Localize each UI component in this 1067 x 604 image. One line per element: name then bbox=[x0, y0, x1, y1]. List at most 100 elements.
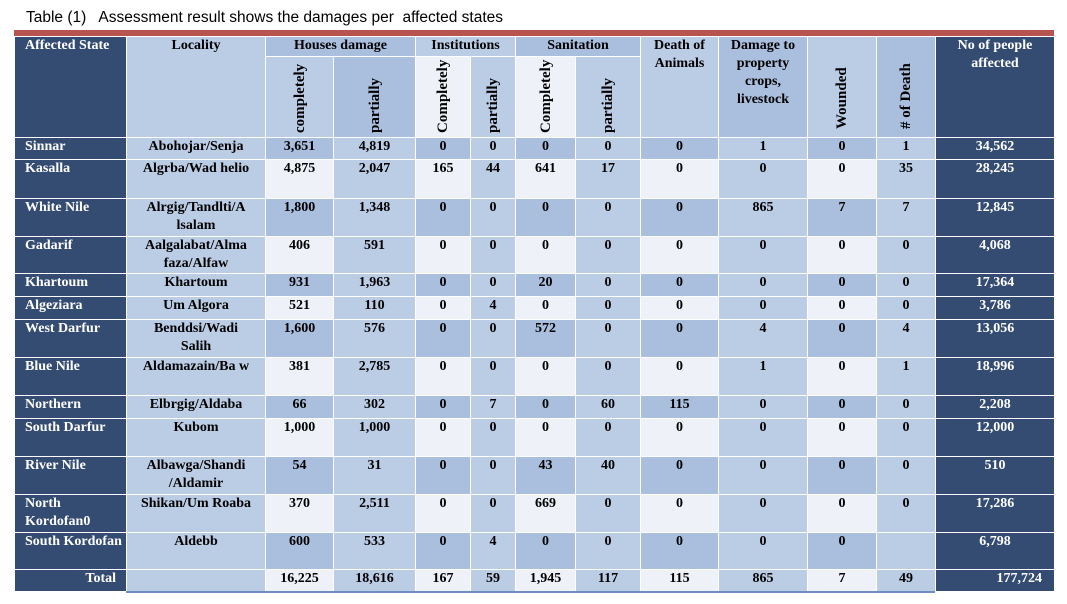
cell-i-part: 0 bbox=[470, 456, 516, 495]
total-i-comp: 167 bbox=[415, 569, 471, 592]
cell-animals: 0 bbox=[640, 159, 719, 199]
cell-animals: 0 bbox=[640, 296, 719, 320]
cell-s-part: 0 bbox=[575, 236, 641, 274]
cell-people-affected: 13,056 bbox=[935, 319, 1055, 358]
cell-property: 0 bbox=[718, 395, 808, 419]
cell-locality: Kubom bbox=[126, 418, 266, 457]
cell-animals: 0 bbox=[640, 137, 719, 160]
cell-i-comp: 165 bbox=[415, 159, 471, 199]
cell-s-comp: 0 bbox=[515, 296, 576, 320]
cell-i-comp: 0 bbox=[415, 319, 471, 358]
cell-death: 0 bbox=[876, 494, 936, 533]
cell-i-comp: 0 bbox=[415, 296, 471, 320]
table-row: Blue Nile Aldamazain/Ba w 381 2,785 0 0 0 0 0 1 0 1… bbox=[14, 357, 1055, 396]
cell-people-affected: 3,786 bbox=[935, 296, 1055, 320]
header-san-partially-text: partially bbox=[600, 78, 616, 133]
header-locality: Locality bbox=[126, 36, 266, 138]
header-sanitation: Sanitation bbox=[515, 36, 641, 57]
cell-people-affected: 18,996 bbox=[935, 357, 1055, 396]
header-num-death: # of Death bbox=[876, 36, 936, 138]
cell-property: 0 bbox=[718, 494, 808, 533]
cell-h-part: 2,785 bbox=[333, 357, 416, 396]
cell-i-part: 0 bbox=[470, 357, 516, 396]
cell-locality: Aldamazain/Ba w bbox=[126, 357, 266, 396]
cell-s-part: 17 bbox=[575, 159, 641, 199]
total-h-comp: 16,225 bbox=[265, 569, 334, 592]
cell-people-affected: 2,208 bbox=[935, 395, 1055, 419]
header-houses-damage: Houses damage bbox=[265, 36, 416, 57]
cell-h-comp: 600 bbox=[265, 532, 334, 570]
total-s-comp: 1,945 bbox=[515, 569, 576, 592]
cell-state: White Nile bbox=[14, 198, 127, 237]
cell-locality-text: Khartoum bbox=[164, 275, 228, 290]
table-row: Northern Elbrgig/Aldaba 66 302 0 7 0 60 115 0 0 0 2,… bbox=[14, 395, 1055, 419]
header-san-partially: partially bbox=[575, 56, 641, 138]
cell-h-part: 576 bbox=[333, 319, 416, 358]
cell-animals: 0 bbox=[640, 418, 719, 457]
table-row: Gadarif Aalgalabat/Alma faza/Alfaw 406 591 0… bbox=[14, 236, 1055, 274]
cell-animals: 0 bbox=[640, 236, 719, 274]
cell-death: 1 bbox=[876, 137, 936, 160]
cell-s-comp: 0 bbox=[515, 357, 576, 396]
cell-i-part: 4 bbox=[470, 296, 516, 320]
cell-s-comp: 641 bbox=[515, 159, 576, 199]
cell-h-comp: 381 bbox=[265, 357, 334, 396]
header-san-completely: Completely bbox=[515, 56, 576, 138]
header-num-death-text: # of Death bbox=[898, 63, 914, 129]
cell-h-comp: 521 bbox=[265, 296, 334, 320]
cell-locality-text: Benddsi/Wadi Salih bbox=[153, 321, 239, 354]
cell-state: Gadarif bbox=[14, 236, 127, 274]
cell-h-part: 4,819 bbox=[333, 137, 416, 160]
cell-state: North Kordofan0 bbox=[14, 494, 127, 533]
cell-animals: 0 bbox=[640, 456, 719, 495]
cell-locality-text: Aldamazain/Ba w bbox=[142, 359, 250, 374]
header-inst-partially-text: partially bbox=[485, 78, 501, 133]
cell-locality: Aldebb bbox=[126, 532, 266, 570]
cell-animals: 0 bbox=[640, 273, 719, 297]
cell-h-part: 533 bbox=[333, 532, 416, 570]
cell-state: South Kordofan bbox=[14, 532, 127, 570]
cell-state: Northern bbox=[14, 395, 127, 419]
cell-state: West Darfur bbox=[14, 319, 127, 358]
cell-h-comp: 370 bbox=[265, 494, 334, 533]
header-inst-completely: Completely bbox=[415, 56, 471, 138]
cell-property: 0 bbox=[718, 296, 808, 320]
cell-h-comp: 1,000 bbox=[265, 418, 334, 457]
table-row: West Darfur Benddsi/Wadi Salih 1,600 576 0 0 5… bbox=[14, 319, 1055, 358]
total-locality bbox=[126, 569, 266, 592]
cell-animals: 0 bbox=[640, 319, 719, 358]
header-rule bbox=[14, 30, 1054, 36]
cell-i-part: 44 bbox=[470, 159, 516, 199]
cell-wounded: 0 bbox=[807, 532, 877, 570]
cell-property: 0 bbox=[718, 159, 808, 199]
cell-animals: 0 bbox=[640, 198, 719, 237]
table-caption: Table (1) Assessment result shows the da… bbox=[26, 9, 504, 26]
header-san-completely-text: Completely bbox=[537, 59, 554, 133]
cell-s-part: 0 bbox=[575, 296, 641, 320]
cell-s-comp: 0 bbox=[515, 532, 576, 570]
total-s-part: 117 bbox=[575, 569, 641, 592]
cell-people-affected: 12,000 bbox=[935, 418, 1055, 457]
header-inst-completely-text: Completely bbox=[435, 59, 451, 133]
header-houses-partially: partially bbox=[333, 56, 416, 138]
cell-wounded: 0 bbox=[807, 137, 877, 160]
cell-animals: 0 bbox=[640, 494, 719, 533]
cell-h-comp: 66 bbox=[265, 395, 334, 419]
table-row: Sinnar Abohojar/Senja 3,651 4,819 0 0 0 0 0 1 0 1 34… bbox=[14, 137, 1055, 160]
cell-animals: 115 bbox=[640, 395, 719, 419]
cell-s-part: 0 bbox=[575, 494, 641, 533]
header-wounded-text: Wounded bbox=[834, 67, 850, 129]
cell-locality: Alrgig/Tandlti/A lsalam bbox=[126, 198, 266, 237]
cell-people-affected: 28,245 bbox=[935, 159, 1055, 199]
cell-property: 0 bbox=[718, 418, 808, 457]
cell-s-part: 0 bbox=[575, 357, 641, 396]
cell-s-part: 0 bbox=[575, 418, 641, 457]
table-row: South Darfur Kubom 1,000 1,000 0 0 0 0 0 0 0 0 12,00… bbox=[14, 418, 1055, 457]
cell-i-part: 0 bbox=[470, 137, 516, 160]
cell-h-comp: 3,651 bbox=[265, 137, 334, 160]
table-row: River Nile Albawga/Shandi /Aldamir 54 31 0 0 4… bbox=[14, 456, 1055, 495]
header-affected-state: Affected State bbox=[14, 36, 127, 138]
cell-i-part: 7 bbox=[470, 395, 516, 419]
cell-state: South Darfur bbox=[14, 418, 127, 457]
header-people-affected: No of people affected bbox=[935, 36, 1055, 138]
